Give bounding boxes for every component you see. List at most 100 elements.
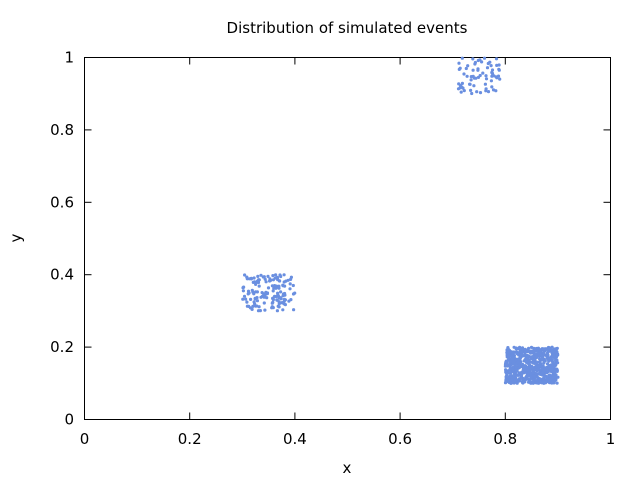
data-point: [518, 364, 522, 368]
data-point: [288, 282, 292, 286]
data-point: [257, 278, 261, 282]
data-point: [262, 295, 266, 299]
data-point: [244, 297, 248, 301]
data-point: [532, 350, 536, 354]
y-tick-label: 0.4: [50, 266, 74, 284]
data-point: [261, 275, 265, 279]
data-point: [475, 90, 479, 94]
data-point: [460, 56, 464, 60]
data-point: [275, 298, 279, 302]
data-point: [249, 297, 253, 301]
y-tick-label: 1: [64, 49, 74, 67]
data-point: [469, 78, 473, 82]
data-point: [471, 57, 475, 61]
data-point: [490, 74, 494, 78]
data-point: [270, 284, 274, 288]
data-point: [530, 355, 534, 359]
data-point: [292, 308, 296, 312]
data-point: [481, 71, 485, 75]
data-point: [253, 296, 257, 300]
data-point: [517, 373, 521, 377]
data-point: [266, 286, 271, 290]
data-points: [241, 56, 560, 385]
data-point: [264, 280, 268, 284]
data-point: [470, 91, 474, 96]
data-point: [556, 375, 560, 379]
data-point: [251, 304, 255, 308]
data-point: [495, 63, 499, 67]
data-point: [483, 82, 487, 86]
data-point: [550, 380, 554, 384]
data-point: [550, 345, 554, 349]
data-point: [271, 289, 275, 293]
data-point: [533, 347, 537, 351]
data-point: [250, 288, 254, 292]
data-point: [253, 302, 257, 306]
data-point: [529, 360, 533, 364]
data-point: [289, 275, 293, 279]
data-point: [534, 372, 538, 376]
data-point: [255, 304, 259, 308]
data-point: [262, 292, 266, 296]
data-point: [484, 77, 489, 81]
data-point: [469, 75, 473, 79]
data-point: [535, 375, 540, 379]
data-point: [505, 363, 509, 367]
data-point: [257, 305, 261, 309]
data-point: [547, 346, 551, 350]
data-point: [254, 281, 258, 285]
data-point: [277, 286, 281, 290]
data-point: [288, 287, 292, 291]
data-point: [506, 354, 511, 358]
data-point: [506, 346, 510, 350]
data-point: [468, 82, 472, 86]
data-point: [518, 377, 522, 381]
data-point: [511, 369, 515, 373]
data-point: [255, 290, 259, 294]
data-point: [282, 280, 286, 284]
data-point: [526, 377, 530, 381]
data-point: [473, 62, 477, 66]
data-point: [277, 302, 281, 306]
data-point: [514, 357, 518, 361]
data-point: [522, 365, 526, 369]
data-point: [531, 369, 535, 373]
data-point: [523, 367, 528, 372]
data-point: [271, 274, 275, 278]
data-point: [281, 308, 285, 312]
data-point: [534, 365, 538, 369]
data-point: [247, 291, 251, 295]
data-point: [508, 368, 512, 372]
data-point: [504, 378, 508, 382]
data-point: [503, 381, 508, 385]
data-point: [279, 290, 283, 294]
data-point: [278, 279, 282, 283]
data-point: [537, 348, 542, 352]
data-point: [497, 63, 501, 67]
data-point: [552, 371, 556, 375]
data-point: [458, 66, 462, 70]
data-point: [512, 373, 517, 377]
data-point: [542, 374, 547, 378]
data-point: [270, 301, 274, 305]
data-point: [545, 352, 549, 357]
data-point: [274, 273, 278, 277]
data-point: [241, 289, 245, 293]
data-point: [471, 68, 475, 72]
data-point: [488, 60, 492, 64]
x-tick-label: 0.2: [178, 430, 202, 448]
data-point: [518, 347, 522, 351]
data-point: [242, 294, 247, 298]
data-point: [529, 377, 533, 381]
data-point: [268, 277, 272, 281]
data-point: [551, 352, 556, 356]
x-tick-label: 1: [606, 430, 616, 448]
data-point: [524, 357, 528, 361]
data-point: [545, 362, 550, 366]
data-point: [538, 357, 542, 361]
data-point: [538, 350, 542, 354]
data-point: [547, 356, 551, 360]
data-point: [252, 276, 256, 280]
data-point: [490, 85, 494, 89]
